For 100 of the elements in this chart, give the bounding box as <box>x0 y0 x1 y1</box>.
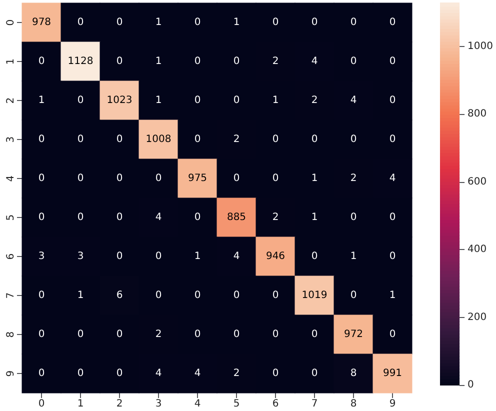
data-label: 0 <box>311 329 318 340</box>
data-label: 0 <box>194 212 201 223</box>
data-label: 0 <box>38 134 45 145</box>
data-label: 0 <box>155 251 162 262</box>
data-label: 0 <box>272 173 279 184</box>
data-label: 1 <box>233 17 240 28</box>
data-label: 0 <box>155 290 162 301</box>
data-label: 0 <box>233 290 240 301</box>
x-tick-label: 0 <box>38 398 45 410</box>
color-bar-label: 800 <box>468 108 487 120</box>
color-bar-label: 0 <box>468 380 474 390</box>
data-label: 4 <box>350 95 357 106</box>
data-label: 1 <box>38 95 45 106</box>
x-tick-label: 5 <box>233 398 240 410</box>
data-label: 0 <box>389 95 396 106</box>
data-label: 1019 <box>302 290 328 301</box>
data-label: 0 <box>350 134 357 145</box>
data-label: 0 <box>311 17 318 28</box>
data-label: 1 <box>311 212 318 223</box>
data-label: 4 <box>233 251 240 262</box>
data-label: 3 <box>77 251 84 262</box>
data-label: 0 <box>38 290 45 301</box>
data-label: 0 <box>77 173 84 184</box>
x-tick-label: 9 <box>389 398 396 410</box>
data-label: 2 <box>233 368 240 379</box>
data-label: 3 <box>38 251 45 262</box>
x-tick-label: 6 <box>272 398 279 410</box>
data-label: 0 <box>116 56 123 67</box>
data-label: 0 <box>272 134 279 145</box>
color-bar-label: 600 <box>468 176 487 188</box>
data-label: 0 <box>311 251 318 262</box>
data-label: 2 <box>350 173 357 184</box>
x-tick-label: 3 <box>155 398 162 410</box>
x-tick-label: 2 <box>116 398 123 410</box>
data-label: 0 <box>233 329 240 340</box>
data-label: 1128 <box>68 56 94 67</box>
data-label: 0 <box>233 95 240 106</box>
data-label: 0 <box>233 56 240 67</box>
color-bar-label: 1000 <box>468 40 494 52</box>
data-label: 0 <box>116 251 123 262</box>
y-tick-label: 4 <box>6 175 16 182</box>
data-label: 0 <box>38 329 45 340</box>
data-label: 0 <box>77 134 84 145</box>
x-tick-label: 8 <box>350 398 357 410</box>
y-tick-label: 2 <box>6 97 16 104</box>
data-label: 1 <box>155 17 162 28</box>
data-label: 885 <box>226 212 246 223</box>
y-tick-label: 1 <box>6 58 16 65</box>
data-label: 6 <box>116 290 123 301</box>
data-label: 975 <box>188 173 208 184</box>
data-label: 0 <box>116 212 123 223</box>
data-label: 0 <box>116 329 123 340</box>
data-label: 0 <box>116 173 123 184</box>
data-label: 8 <box>350 368 357 379</box>
data-label: 1023 <box>106 95 132 106</box>
data-label: 946 <box>266 251 286 262</box>
data-label: 0 <box>194 17 201 28</box>
color-bar-label: 400 <box>468 244 487 256</box>
data-label: 0 <box>350 290 357 301</box>
data-label: 0 <box>311 368 318 379</box>
data-label: 0 <box>389 17 396 28</box>
data-label: 0 <box>272 17 279 28</box>
data-label: 0 <box>194 329 201 340</box>
y-tick-label: 9 <box>6 370 16 377</box>
data-label: 1 <box>194 251 201 262</box>
data-label: 0 <box>116 368 123 379</box>
data-label: 1 <box>155 95 162 106</box>
data-label: 0 <box>116 17 123 28</box>
data-label: 2 <box>155 329 162 340</box>
x-tick-label: 4 <box>194 398 201 410</box>
data-label: 2 <box>311 95 318 106</box>
data-label: 0 <box>194 134 201 145</box>
data-label: 4 <box>311 56 318 67</box>
data-label: 0 <box>389 329 396 340</box>
data-label: 0 <box>38 56 45 67</box>
x-tick-label: 1 <box>77 398 84 410</box>
data-label: 0 <box>194 56 201 67</box>
data-label: 0 <box>350 17 357 28</box>
data-label: 0 <box>77 329 84 340</box>
color-bar-label: 200 <box>468 312 487 323</box>
data-label: 0 <box>38 368 45 379</box>
data-label: 0 <box>272 329 279 340</box>
data-label: 978 <box>32 17 52 28</box>
data-label: 0 <box>272 290 279 301</box>
data-label: 0 <box>233 173 240 184</box>
data-label: 0 <box>389 56 396 67</box>
data-label: 2 <box>233 134 240 145</box>
data-label: 991 <box>382 368 402 379</box>
data-label: 0 <box>77 368 84 379</box>
data-label: 0 <box>77 95 84 106</box>
data-label: 1 <box>272 95 279 106</box>
data-label: 0 <box>389 212 396 223</box>
data-label: 1008 <box>146 134 172 145</box>
data-label: 1 <box>77 290 84 301</box>
data-label: 4 <box>155 368 162 379</box>
data-label: 0 <box>155 173 162 184</box>
data-label: 4 <box>194 368 201 379</box>
data-label: 0 <box>77 212 84 223</box>
data-label: 4 <box>389 173 396 184</box>
data-label: 1 <box>389 290 396 301</box>
